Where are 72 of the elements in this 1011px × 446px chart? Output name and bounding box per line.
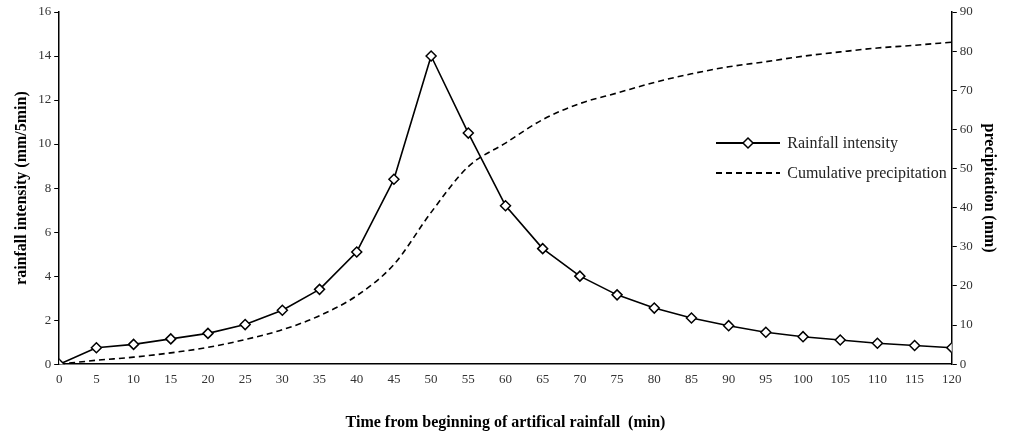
point [797, 330, 809, 343]
point [722, 319, 735, 332]
x-tick-label: 5 [93, 371, 100, 387]
point [202, 327, 214, 340]
y2-tick-label: 90 [959, 3, 973, 19]
point [685, 312, 698, 324]
point [388, 173, 400, 186]
x-tick-label: 40 [350, 371, 364, 387]
x-tick-label: 70 [573, 371, 587, 387]
x-tick-label: 50 [424, 371, 438, 387]
legend-label: Rainfall intensity [787, 134, 898, 153]
point [611, 289, 623, 301]
point [313, 283, 326, 296]
x-tick-label: 95 [759, 371, 773, 387]
point [127, 338, 140, 351]
y-tick-label: 0 [44, 355, 52, 371]
point [871, 337, 884, 350]
point [425, 50, 437, 62]
x-tick-label: 60 [499, 371, 512, 387]
x-tick-label: 0 [55, 371, 63, 387]
y2-tick-label: 70 [959, 81, 973, 97]
point [574, 270, 586, 282]
point [90, 341, 103, 354]
y-tick-label: 8 [44, 179, 52, 195]
x-tick-label: 105 [830, 371, 850, 387]
x-tick-label: 30 [275, 371, 289, 387]
y-tick-label: 12 [38, 91, 52, 107]
point [462, 127, 475, 139]
x-tick-label: 65 [536, 371, 550, 387]
y2-axis-title: precipitation (mm) [981, 123, 1000, 253]
y2-tick-label: 40 [959, 199, 973, 215]
x-tick-label: 15 [164, 371, 178, 387]
y2-tick-label: 60 [959, 120, 973, 136]
x-tick-label: 85 [684, 371, 698, 387]
y2-tick-label: 80 [959, 42, 973, 58]
x-tick-label: 120 [942, 371, 962, 387]
y-tick-label: 10 [38, 135, 52, 151]
x-tick-label: 110 [867, 371, 887, 387]
point [276, 304, 289, 317]
y-axis-title: rainfall intensity (mm/5min) [11, 91, 30, 285]
y2-tick-label: 20 [959, 277, 973, 293]
x-tick-label: 35 [313, 371, 327, 387]
y2-tick-label: 50 [959, 159, 973, 175]
point [834, 334, 846, 346]
x-tick-label: 25 [238, 371, 252, 387]
point [908, 339, 921, 352]
point [648, 302, 661, 314]
point [536, 242, 549, 255]
point [499, 199, 512, 212]
x-tick-label: 55 [461, 371, 475, 387]
y2-tick-label: 0 [959, 355, 967, 371]
point [165, 333, 177, 345]
x-tick-label: 100 [793, 371, 813, 387]
point [239, 318, 251, 331]
x-tick-label: 80 [647, 371, 661, 387]
y2-tick-label: 30 [959, 238, 973, 254]
y-tick-label: 2 [44, 311, 52, 327]
x-tick-label: 115 [905, 371, 925, 387]
y-tick-label: 14 [38, 47, 52, 63]
x-axis-title: Time from beginning of artifical rainfall (min) [345, 412, 666, 431]
x-tick-label: 10 [127, 371, 141, 387]
x-tick-label: 45 [387, 371, 401, 387]
y-tick-label: 6 [44, 223, 52, 239]
y-tick-label: 4 [44, 267, 52, 283]
x-tick-label: 90 [722, 371, 736, 387]
y-tick-label: 16 [38, 3, 52, 19]
x-tick-label: 20 [201, 371, 215, 387]
x-tick-label: 75 [610, 371, 624, 387]
point [760, 326, 772, 339]
point [350, 246, 363, 258]
y2-tick-label: 10 [959, 316, 973, 332]
legend-label: Cumulative precipitation [787, 164, 947, 183]
